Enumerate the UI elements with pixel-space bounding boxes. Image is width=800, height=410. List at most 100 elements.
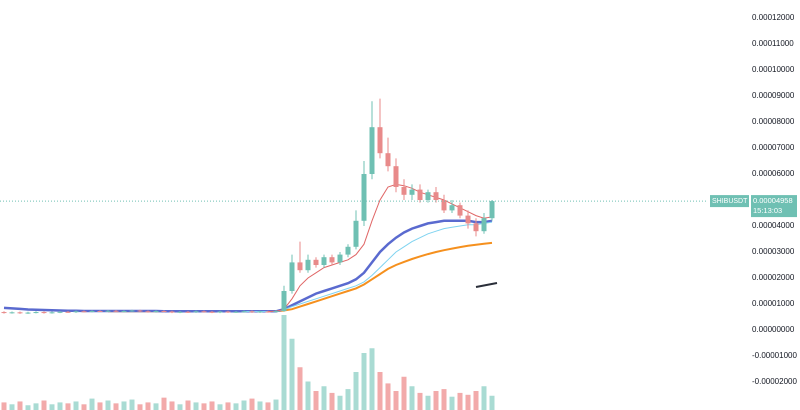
- volume-bar: [89, 398, 95, 410]
- volume-bar: [217, 404, 223, 410]
- candle-body: [417, 189, 423, 200]
- volume-bar: [25, 405, 31, 410]
- volume-bar: [393, 391, 399, 410]
- candle-body: [201, 311, 207, 313]
- candle-body: [209, 311, 215, 313]
- price-tag: [751, 195, 797, 218]
- candle-body: [321, 257, 327, 265]
- candle-body: [385, 153, 391, 167]
- volume-bar: [17, 401, 23, 410]
- candle-body: [225, 311, 231, 313]
- volume-bar: [369, 348, 375, 410]
- y-tick-label: 0.00009000: [752, 91, 795, 100]
- volume-bar: [465, 394, 471, 410]
- candle-body: [361, 173, 367, 221]
- candle-body: [369, 127, 375, 174]
- candle-body: [41, 312, 47, 314]
- candle-body: [57, 311, 63, 313]
- volume-bar: [1, 402, 7, 410]
- candle-body: [233, 311, 239, 313]
- volume-bar: [49, 404, 55, 410]
- y-tick-label: 0.00006000: [752, 169, 795, 178]
- volume-bar: [9, 404, 15, 410]
- moving-average: [267, 183, 493, 312]
- candle-body: [193, 311, 199, 313]
- candle-body: [121, 311, 127, 313]
- volume-bar: [353, 372, 359, 410]
- candle-body: [217, 311, 223, 313]
- y-tick-label: 0.00003000: [752, 247, 795, 256]
- volume-bar: [225, 402, 231, 410]
- candle-body: [113, 310, 119, 312]
- volume-bar: [209, 401, 215, 410]
- volume-bar: [433, 391, 439, 410]
- candle-body: [25, 312, 31, 314]
- candle-body: [441, 199, 447, 211]
- countdown-label: 15:13:03: [753, 206, 782, 215]
- candle-body: [137, 310, 143, 312]
- candle-body: [297, 262, 303, 271]
- candle-body: [281, 290, 287, 312]
- candle-body: [393, 166, 399, 187]
- volume-bar: [81, 404, 87, 410]
- moving-average: [3, 219, 493, 313]
- volume-bar: [457, 392, 463, 410]
- volume-bar: [265, 402, 271, 410]
- y-tick-label: 0.00001000: [752, 299, 795, 308]
- volume-bar: [361, 353, 367, 410]
- volume-bar: [313, 391, 319, 410]
- volume-bar: [337, 395, 343, 410]
- candle-body: [273, 311, 279, 313]
- candle-body: [185, 311, 191, 313]
- symbol-tag: [710, 195, 749, 208]
- y-tick-label: -0.00001000: [752, 351, 797, 360]
- candle-body: [145, 311, 151, 313]
- candle-body: [401, 186, 407, 195]
- volume-bar: [137, 404, 143, 410]
- volume-bar: [33, 403, 39, 410]
- volume-bar: [481, 386, 487, 410]
- volume-bar: [185, 400, 191, 410]
- volume-bar: [65, 403, 71, 410]
- volume-bar: [241, 400, 247, 410]
- candle-body: [377, 127, 383, 154]
- candle-body: [241, 311, 247, 313]
- volume-bar: [113, 403, 119, 410]
- y-tick-label: 0.00007000: [752, 143, 795, 152]
- volume-bar: [305, 381, 311, 410]
- volume-bar: [145, 402, 151, 410]
- candle-body: [9, 312, 15, 314]
- volume-bar: [105, 400, 111, 410]
- volume-bar: [289, 338, 295, 410]
- candle-body: [89, 311, 95, 313]
- volume-bar: [41, 400, 47, 410]
- candle-body: [249, 311, 255, 313]
- volume-bar: [73, 401, 79, 410]
- candle-body: [465, 215, 471, 224]
- last-price-label: 0.00004958: [753, 196, 793, 205]
- candle-body: [345, 246, 351, 255]
- candle-body: [153, 311, 159, 313]
- volume-bar: [169, 401, 175, 410]
- y-tick-label: 0.00008000: [752, 117, 795, 126]
- candle-body: [433, 192, 439, 200]
- volume-bar: [257, 401, 263, 410]
- volume-bar: [417, 392, 423, 410]
- y-tick-label: 0.00012000: [752, 13, 795, 22]
- candle-body: [33, 312, 39, 314]
- volume-bar: [449, 396, 455, 410]
- candle-body: [97, 311, 103, 313]
- candle-body: [73, 311, 79, 313]
- volume-bar: [57, 402, 63, 410]
- candle-body: [425, 192, 431, 200]
- volume-bar: [121, 401, 127, 410]
- volume-bar: [249, 398, 255, 410]
- candle-body: [257, 311, 263, 313]
- volume-bar: [233, 403, 239, 410]
- volume-bar: [425, 395, 431, 410]
- y-tick-label: -0.00002000: [752, 377, 797, 386]
- volume-bar: [473, 391, 479, 410]
- drawing-line: [475, 282, 498, 288]
- candle-body: [473, 223, 479, 232]
